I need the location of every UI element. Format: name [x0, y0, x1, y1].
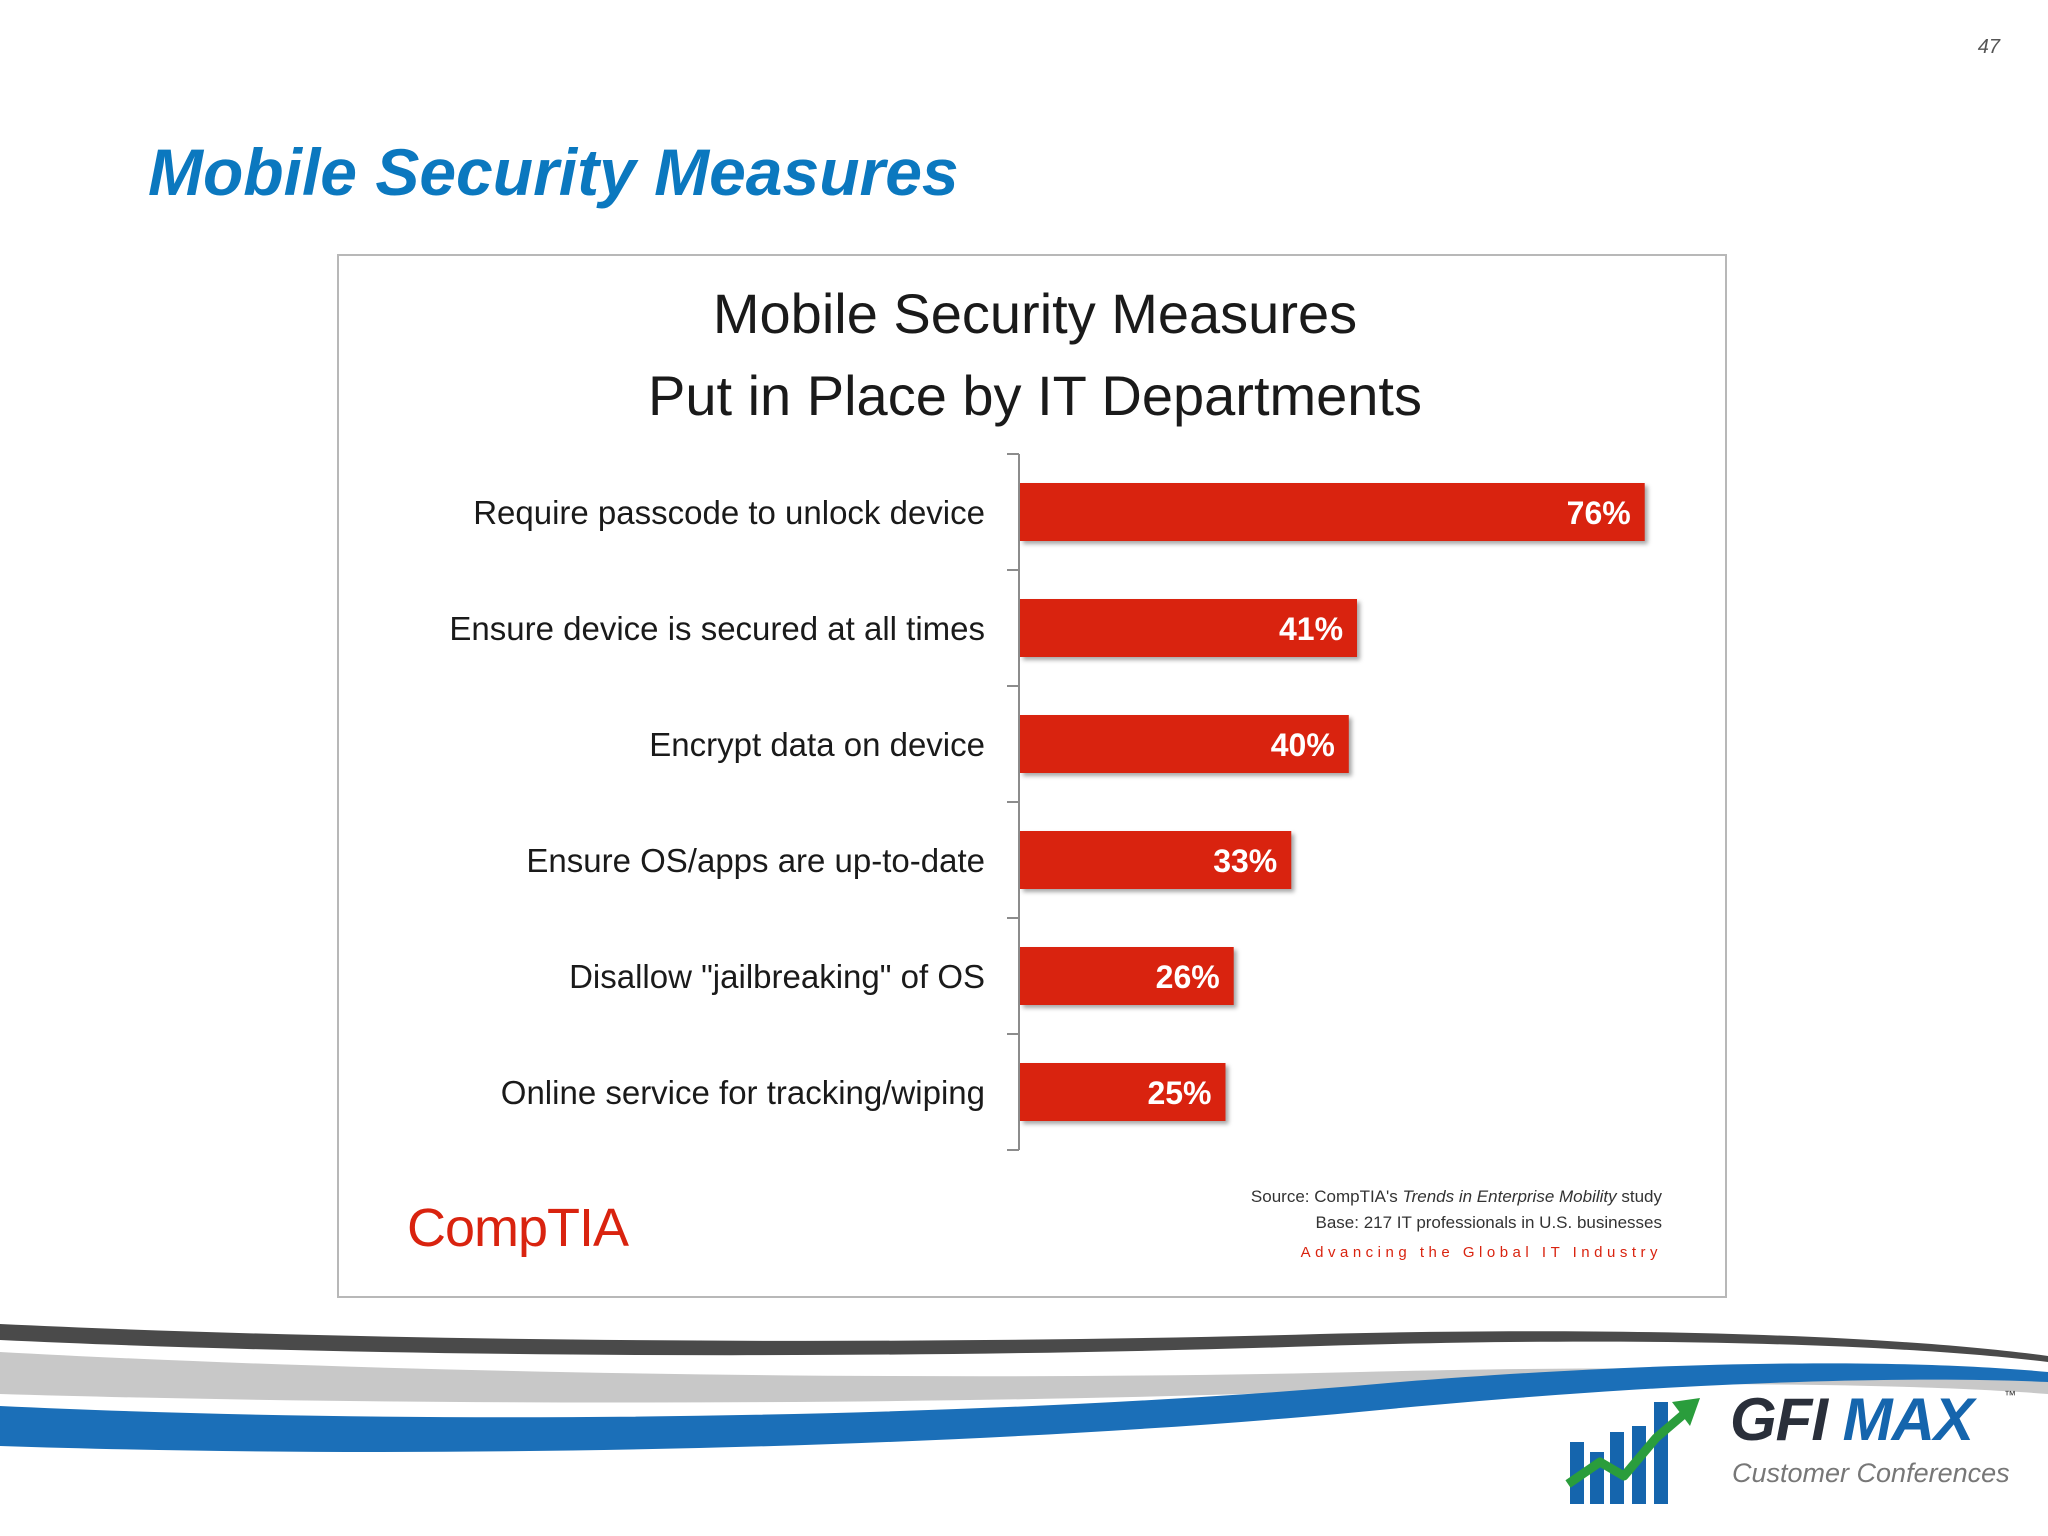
bar-chart: Mobile Security Measures Put in Place by…: [407, 282, 1663, 1261]
bar: [1020, 715, 1349, 773]
value-label: 76%: [1567, 495, 1631, 531]
category-label: Ensure OS/apps are up-to-date: [526, 842, 985, 879]
value-label: 33%: [1213, 843, 1277, 879]
swoosh-dark-band: [0, 1324, 2048, 1362]
gfi-max-logo: GFI MAX ™ Customer Conferences: [1560, 1380, 2020, 1510]
source-suffix: study: [1617, 1187, 1663, 1206]
category-label: Disallow "jailbreaking" of OS: [569, 958, 985, 995]
bar: [1020, 947, 1234, 1005]
chart-frame: Mobile Security Measures Put in Place by…: [337, 254, 1727, 1298]
swoosh-blue-band: [0, 1363, 2048, 1452]
gfi-subtitle: Customer Conferences: [1732, 1458, 2010, 1488]
comptia-logo: CompTIA: [407, 1198, 629, 1258]
base-line: Base: 217 IT professionals in U.S. busin…: [1316, 1213, 1662, 1232]
chart-title-line-1: Mobile Security Measures: [713, 282, 1357, 345]
swoosh-light-band: [0, 1352, 2048, 1403]
chart-title-line-2: Put in Place by IT Departments: [648, 364, 1422, 427]
value-label: 41%: [1279, 611, 1343, 647]
value-label: 25%: [1147, 1075, 1211, 1111]
trademark-symbol: ™: [2004, 1388, 2016, 1402]
footer-swoosh: [0, 1324, 2048, 1452]
source-prefix: Source: CompTIA's: [1251, 1187, 1403, 1206]
category-label: Online service for tracking/wiping: [501, 1074, 985, 1111]
bars-layer: Require passcode to unlock device 76% Ensu…: [449, 453, 1645, 1151]
bar: [1020, 831, 1292, 889]
slide-title: Mobile Security Measures: [148, 135, 959, 209]
value-label: 26%: [1156, 959, 1220, 995]
category-label: Encrypt data on device: [649, 726, 985, 763]
bars-arrow-icon: [1565, 1398, 1700, 1504]
bar: [1020, 483, 1645, 541]
source-line: Source: CompTIA's Trends in Enterprise M…: [1251, 1187, 1663, 1206]
category-label: Ensure device is secured at all times: [449, 610, 985, 647]
source-study-name: Trends in Enterprise Mobility: [1402, 1187, 1618, 1206]
comptia-tagline: Advancing the Global IT Industry: [1301, 1244, 1662, 1261]
max-text: MAX: [1842, 1386, 1974, 1453]
gfi-text: GFI: [1730, 1386, 1828, 1453]
category-label: Require passcode to unlock device: [473, 494, 985, 531]
page-number: 47: [1977, 36, 2000, 58]
gfi-max-wordmark: GFI MAX: [1730, 1385, 1974, 1454]
bar: [1020, 1063, 1226, 1121]
bar: [1020, 599, 1358, 657]
value-label: 40%: [1271, 727, 1335, 763]
